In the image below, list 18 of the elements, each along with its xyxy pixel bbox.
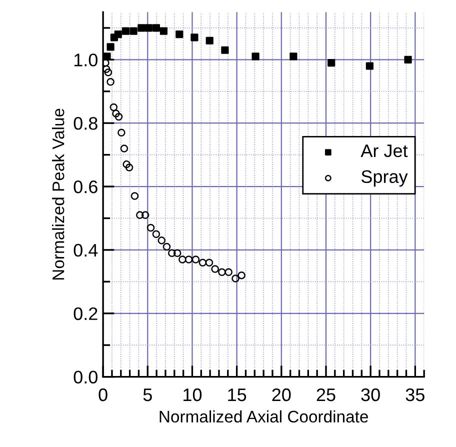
y-tick-label: 0.8 [74,117,98,130]
x-tick-label: 0 [98,388,108,402]
x-tick-label: 5 [143,388,152,402]
x-tick-label: 15 [228,388,246,402]
x-tick-label: 30 [361,388,380,402]
x-tick-label: 25 [316,388,336,402]
x-tick-label: 20 [272,388,291,402]
y-tick-label: 0.2 [74,307,98,320]
x-tick-label: 10 [184,388,202,402]
y-tick-label: 0.0 [74,370,98,384]
legend-label: Spray [361,170,408,187]
x-axis-title: Normalized Axial Coordinate [160,410,368,423]
y-tick-label: 0.6 [74,180,98,194]
x-tick-label: 35 [406,388,424,402]
legend-label: Ar Jet [360,144,408,158]
y-axis-title: Normalized Peak Value [52,108,64,280]
y-tick-label: 0.4 [74,244,98,257]
y-tick-label: 1.0 [74,54,98,66]
